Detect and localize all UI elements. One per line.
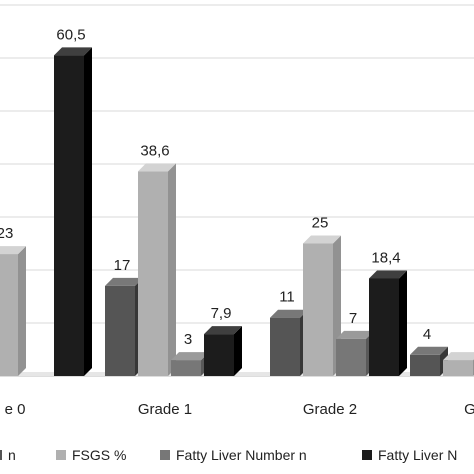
legend-label: n xyxy=(8,447,16,463)
fatty-liver-number-bar xyxy=(171,352,209,376)
fsgs-bar xyxy=(443,352,474,376)
data-labels: 23 60,5 17 38,6 3 7,9 11 25 7 18,4 4 xyxy=(0,26,431,348)
legend-swatch xyxy=(160,450,170,460)
legend: n FSGS % Fatty Liver Number n Fatty Liver N xyxy=(0,447,457,463)
legend-swatch xyxy=(362,450,372,460)
legend-item: Fatty Liver Number n xyxy=(160,447,307,463)
data-label: 4 xyxy=(423,326,431,343)
data-label: 25 xyxy=(312,215,329,232)
data-label: 18,4 xyxy=(371,249,400,266)
legend-label: Fatty Liver Number n xyxy=(176,447,307,463)
category-labels: e 0 Grade 1 Grade 2 G xyxy=(5,401,474,418)
data-label: 23 xyxy=(0,225,13,242)
data-label: 7 xyxy=(349,310,357,327)
fatty-liver-bar xyxy=(204,326,242,376)
fsgs-bar xyxy=(303,235,341,376)
bars xyxy=(0,47,474,376)
data-label: 7,9 xyxy=(211,305,232,322)
legend-item: Fatty Liver N xyxy=(362,447,457,463)
fatty-liver-number-bar xyxy=(336,330,374,376)
data-label: 17 xyxy=(114,257,131,274)
data-label: 38,6 xyxy=(140,142,169,159)
legend-item: FSGS % xyxy=(56,447,126,463)
fsgs-bar xyxy=(138,163,176,376)
fatty-liver-bar xyxy=(369,270,407,376)
legend-swatch xyxy=(56,450,66,460)
category-label: Grade 1 xyxy=(138,401,192,418)
n-bar xyxy=(270,309,308,376)
category-label: e 0 xyxy=(5,401,26,418)
category-label: G xyxy=(464,401,474,418)
fatty-liver-bar xyxy=(54,47,92,376)
fsgs-bar xyxy=(0,246,26,376)
data-label: 11 xyxy=(279,289,295,306)
legend-item: n xyxy=(0,447,16,463)
n-bar xyxy=(410,346,448,376)
legend-swatch xyxy=(0,450,2,460)
legend-label: Fatty Liver N xyxy=(378,447,457,463)
n-bar xyxy=(105,277,143,376)
category-label: Grade 2 xyxy=(303,401,357,418)
data-label: 60,5 xyxy=(56,26,85,43)
data-label: 3 xyxy=(184,331,192,348)
legend-label: FSGS % xyxy=(72,447,126,463)
